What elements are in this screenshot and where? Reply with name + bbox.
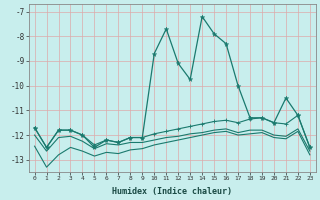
X-axis label: Humidex (Indice chaleur): Humidex (Indice chaleur) [112,187,232,196]
